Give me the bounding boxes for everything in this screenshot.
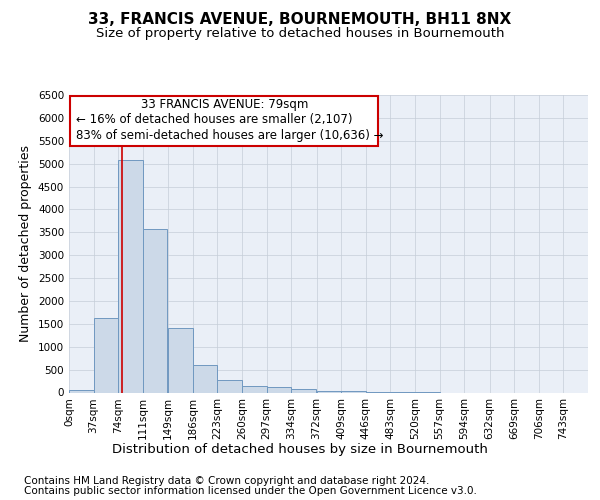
Bar — [217, 380, 242, 392]
Bar — [69, 390, 94, 392]
Bar — [118, 160, 143, 392]
Text: Distribution of detached houses by size in Bournemouth: Distribution of detached houses by size … — [112, 442, 488, 456]
Text: 33, FRANCIS AVENUE, BOURNEMOUTH, BH11 8NX: 33, FRANCIS AVENUE, BOURNEMOUTH, BH11 8N… — [88, 12, 512, 28]
FancyBboxPatch shape — [70, 96, 379, 146]
Bar — [242, 386, 266, 392]
Text: Contains HM Land Registry data © Crown copyright and database right 2024.: Contains HM Land Registry data © Crown c… — [24, 476, 430, 486]
Text: Contains public sector information licensed under the Open Government Licence v3: Contains public sector information licen… — [24, 486, 477, 496]
Text: 83% of semi-detached houses are larger (10,636) →: 83% of semi-detached houses are larger (… — [76, 128, 383, 141]
Bar — [291, 389, 316, 392]
Bar — [94, 318, 118, 392]
Text: Size of property relative to detached houses in Bournemouth: Size of property relative to detached ho… — [96, 28, 504, 40]
Text: ← 16% of detached houses are smaller (2,107): ← 16% of detached houses are smaller (2,… — [76, 114, 352, 126]
Bar — [193, 365, 217, 392]
Bar — [143, 228, 167, 392]
Y-axis label: Number of detached properties: Number of detached properties — [19, 145, 32, 342]
Text: 33 FRANCIS AVENUE: 79sqm: 33 FRANCIS AVENUE: 79sqm — [140, 98, 308, 111]
Bar — [317, 390, 341, 392]
Bar — [168, 328, 193, 392]
Bar — [266, 387, 291, 392]
